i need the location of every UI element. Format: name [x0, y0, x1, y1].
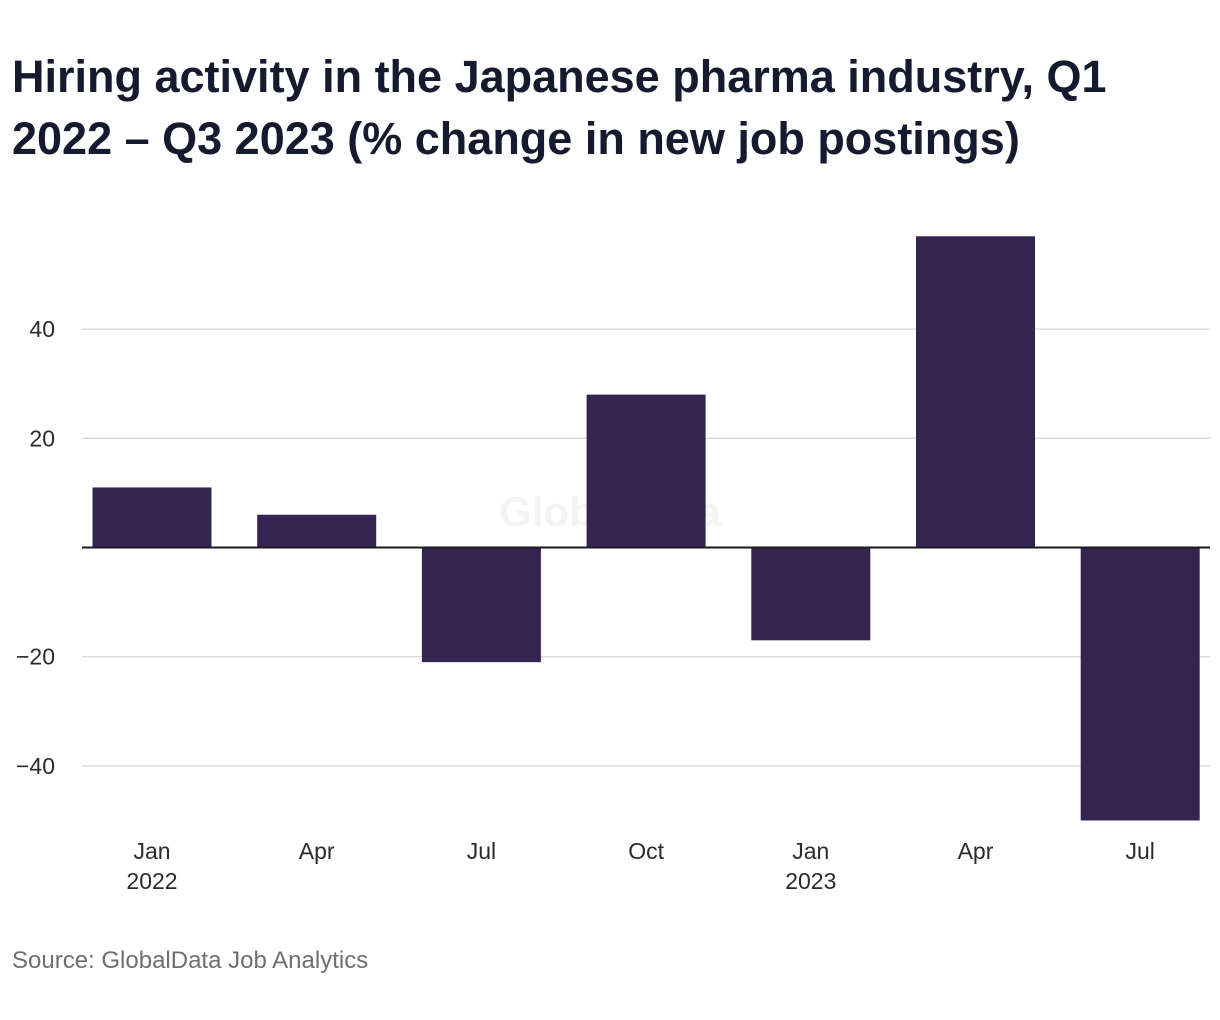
bar: [751, 547, 871, 641]
y-tick-label: 20: [29, 425, 55, 451]
bars: [92, 236, 1200, 821]
bar: [916, 236, 1035, 548]
y-axis-ticks: 40 20 −20 −40: [16, 316, 55, 779]
y-tick-label: −20: [16, 644, 55, 670]
x-tick-label: Apr: [299, 838, 335, 864]
x-tick-label: Jul: [467, 838, 496, 864]
x-tick-label: Jan: [792, 838, 829, 864]
y-tick-label: −40: [16, 753, 55, 779]
x-tick-label: Apr: [958, 838, 994, 864]
bar: [1080, 547, 1200, 821]
bar: [92, 487, 212, 548]
x-axis-labels: Jan 2022 Apr Jul Oct Jan 2023 Apr Jul: [126, 838, 1154, 894]
x-tick-label: Jul: [1125, 838, 1154, 864]
x-tick-label: Oct: [628, 838, 664, 864]
bar: [586, 394, 706, 548]
x-tick-label: Jan: [133, 838, 170, 864]
x-tick-label: 2023: [785, 868, 836, 894]
source-note: Source: GlobalData Job Analytics: [12, 947, 369, 974]
chart-title: Hiring activity in the Japanese pharma i…: [12, 51, 1107, 164]
y-tick-label: 40: [29, 316, 55, 342]
bar: [257, 514, 377, 548]
bar: [421, 547, 541, 663]
x-tick-label: 2022: [126, 868, 177, 894]
